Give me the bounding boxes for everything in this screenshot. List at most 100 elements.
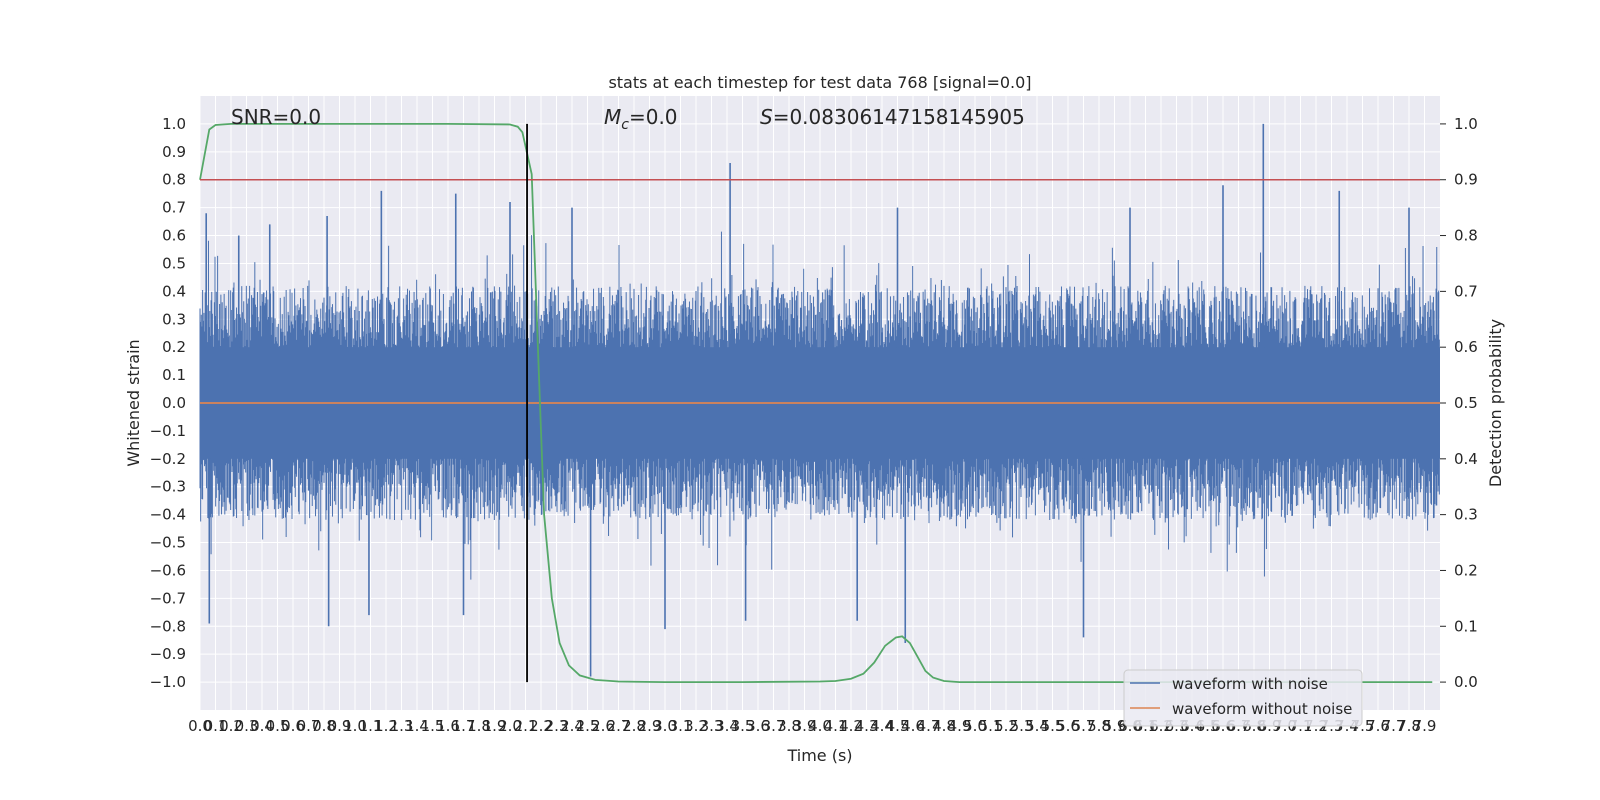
y-tick-label-left: −0.5 bbox=[150, 534, 186, 552]
x-tick-label: 3.2 bbox=[684, 717, 708, 735]
y-tick-label-right: 0.9 bbox=[1454, 171, 1478, 189]
x-tick-label: 3.0 bbox=[653, 717, 677, 735]
y-tick-label-left: −0.9 bbox=[150, 645, 186, 663]
x-tick-label: 0.0 bbox=[188, 717, 212, 735]
x-tick-label: 3.7 bbox=[762, 717, 786, 735]
x-tick-label: 0.2 bbox=[219, 717, 243, 735]
x-tick-label: 7.7 bbox=[1382, 717, 1406, 735]
x-tick-label: 0.4 bbox=[250, 717, 274, 735]
y-tick-label-left: −0.1 bbox=[150, 422, 186, 440]
legend-box bbox=[1123, 669, 1363, 727]
y-tick-label-left: −1.0 bbox=[150, 673, 186, 691]
y-tick-label-left: −0.4 bbox=[150, 506, 186, 524]
x-tick-label: 4.1 bbox=[824, 717, 848, 735]
y-axis-label-right: Detection probability bbox=[1486, 319, 1505, 487]
y-tick-label-left: 0.1 bbox=[162, 366, 186, 384]
y-tick-label-right: 0.5 bbox=[1454, 394, 1478, 412]
y-tick-label-right: 1.0 bbox=[1454, 115, 1478, 133]
snr-annotation: SNR=0.0 bbox=[231, 105, 321, 129]
x-tick-label: 3.4 bbox=[715, 717, 739, 735]
y-tick-label-left: 0.3 bbox=[162, 310, 186, 328]
x-tick-label: 7.8 bbox=[1397, 717, 1421, 735]
x-tick-label: 5.2 bbox=[994, 717, 1018, 735]
mc-annotation: Mc=0.0 bbox=[604, 105, 678, 133]
y-tick-label-left: 1.0 bbox=[162, 115, 186, 133]
y-tick-label-left: −0.6 bbox=[150, 561, 186, 579]
x-tick-label: 5.8 bbox=[1087, 717, 1111, 735]
x-tick-label: 2.9 bbox=[638, 717, 662, 735]
x-tick-label: 0.5 bbox=[266, 717, 290, 735]
s-symbol: S bbox=[760, 105, 773, 129]
x-tick-label: 7.6 bbox=[1366, 717, 1390, 735]
x-tick-label: 2.2 bbox=[529, 717, 553, 735]
chart-title: stats at each timestep for test data 768… bbox=[608, 73, 1031, 92]
y-tick-label-right: 0.3 bbox=[1454, 506, 1478, 524]
x-tick-label: 3.3 bbox=[700, 717, 724, 735]
mc-symbol: M bbox=[604, 105, 621, 129]
y-tick-label-right: 0.0 bbox=[1454, 673, 1478, 691]
x-tick-label: 2.4 bbox=[560, 717, 584, 735]
y-tick-label-left: 0.9 bbox=[162, 143, 186, 161]
mc-value: =0.0 bbox=[629, 105, 678, 129]
x-tick-label: 2.7 bbox=[607, 717, 631, 735]
x-tick-label: 7.9 bbox=[1413, 717, 1437, 735]
x-tick-label: 0.3 bbox=[235, 717, 259, 735]
y-tick-label-left: 0.5 bbox=[162, 254, 186, 272]
y-tick-label-left: 0.0 bbox=[162, 394, 186, 412]
x-tick-label: 4.8 bbox=[932, 717, 956, 735]
y-tick-label-right: 0.7 bbox=[1454, 282, 1478, 300]
s-value: =0.08306147158145905 bbox=[773, 105, 1025, 129]
legend-label-clean: waveform without noise bbox=[1172, 700, 1352, 718]
x-tick-label: 5.6 bbox=[1056, 717, 1080, 735]
x-tick-label: 3.6 bbox=[746, 717, 770, 735]
y-tick-label-left: 0.7 bbox=[162, 199, 186, 217]
detection-probability-line bbox=[199, 123, 1433, 683]
y-tick-label-right: 0.1 bbox=[1454, 617, 1478, 635]
y-tick-label-right: 0.8 bbox=[1454, 227, 1478, 245]
y-tick-label-left: 0.8 bbox=[162, 171, 186, 189]
x-tick-label: 4.0 bbox=[808, 717, 832, 735]
x-tick-label: 5.3 bbox=[1010, 717, 1034, 735]
y-tick-label-right: 0.2 bbox=[1454, 561, 1478, 579]
x-tick-label: 4.2 bbox=[839, 717, 863, 735]
s-annotation: S=0.08306147158145905 bbox=[760, 105, 1025, 129]
y-tick-label-left: −0.3 bbox=[150, 478, 186, 496]
x-tick-label: 2.3 bbox=[545, 717, 569, 735]
y-tick-label-left: −0.2 bbox=[150, 450, 186, 468]
x-tick-label: 5.0 bbox=[963, 717, 987, 735]
x-tick-label: 1.8 bbox=[467, 717, 491, 735]
y-tick-label-left: −0.7 bbox=[150, 589, 186, 607]
x-tick-label: 3.1 bbox=[669, 717, 693, 735]
x-tick-label: 3.8 bbox=[777, 717, 801, 735]
x-tick-label: 1.0 bbox=[343, 717, 367, 735]
x-tick-label: 1.6 bbox=[436, 717, 460, 735]
y-tick-label-left: −0.8 bbox=[150, 617, 186, 635]
x-tick-label: 1.2 bbox=[374, 717, 398, 735]
x-tick-label: 5.9 bbox=[1103, 717, 1127, 735]
y-tick-label-left: 0.2 bbox=[162, 338, 186, 356]
y-tick-label-right: 0.6 bbox=[1454, 338, 1478, 356]
x-tick-label: 0.7 bbox=[297, 717, 321, 735]
x-tick-label: 1.1 bbox=[359, 717, 383, 735]
y-tick-label-left: 0.4 bbox=[162, 282, 186, 300]
x-tick-label: 1.5 bbox=[421, 717, 445, 735]
x-tick-label: 5.4 bbox=[1025, 717, 1049, 735]
x-tick-label: 1.3 bbox=[390, 717, 414, 735]
y-tick-label-left: 0.6 bbox=[162, 227, 186, 245]
x-tick-label: 4.3 bbox=[855, 717, 879, 735]
x-tick-label: 4.9 bbox=[948, 717, 972, 735]
x-tick-label: 5.1 bbox=[979, 717, 1003, 735]
mc-subscript: c bbox=[621, 117, 629, 133]
x-tick-label: 2.0 bbox=[498, 717, 522, 735]
x-tick-label: 4.4 bbox=[870, 717, 894, 735]
x-tick-label: 0.6 bbox=[281, 717, 305, 735]
x-tick-label: 1.9 bbox=[483, 717, 507, 735]
x-tick-label: 0.9 bbox=[328, 717, 352, 735]
line-series bbox=[199, 123, 1440, 683]
x-tick-label: 4.6 bbox=[901, 717, 925, 735]
x-tick-label: 4.7 bbox=[917, 717, 941, 735]
x-tick-label: 5.5 bbox=[1041, 717, 1065, 735]
y-tick-label-right: 0.4 bbox=[1454, 450, 1478, 468]
x-tick-label: 2.6 bbox=[591, 717, 615, 735]
x-tick-label: 2.5 bbox=[576, 717, 600, 735]
